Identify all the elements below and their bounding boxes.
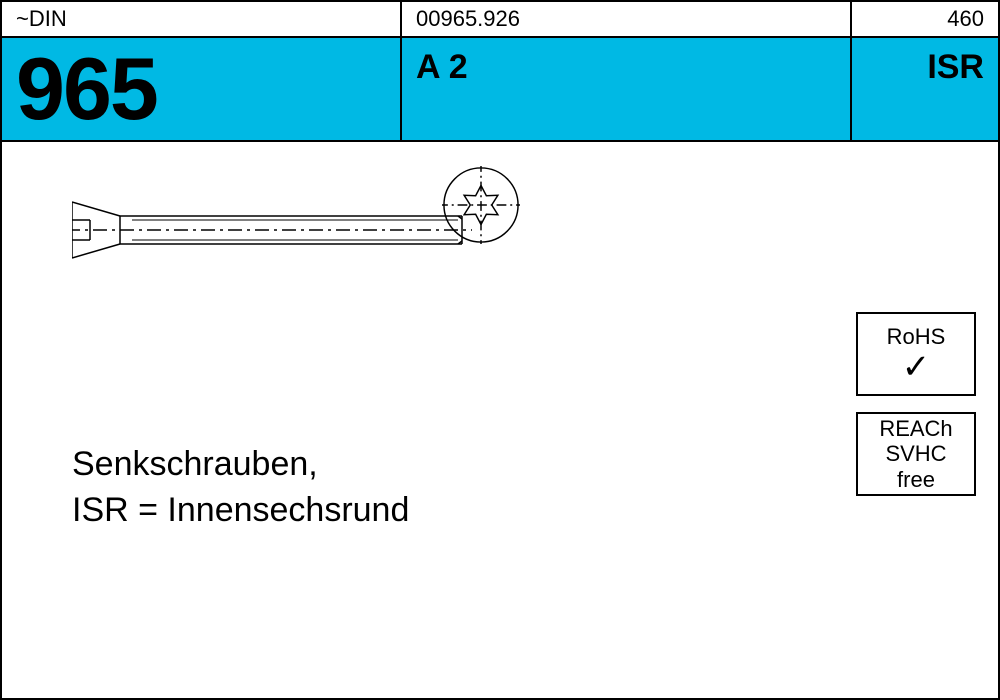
rohs-badge: RoHS ✓ <box>856 312 976 396</box>
rohs-label: RoHS <box>887 324 946 349</box>
check-icon: ✓ <box>902 350 931 384</box>
header-code: 460 <box>852 2 998 36</box>
torx-front-drawing <box>442 166 520 244</box>
reach-line1: REACh <box>879 416 952 441</box>
material-grade-text: A 2 <box>416 48 468 87</box>
description-line1: Senkschrauben, <box>72 442 409 488</box>
spec-card: ~DIN 00965.926 460 965 A 2 ISR <box>0 0 1000 700</box>
reach-line2: SVHC <box>885 441 946 466</box>
din-number-text: 965 <box>16 38 157 140</box>
reach-badge: REACh SVHC free <box>856 412 976 496</box>
drive-type: ISR <box>852 38 998 140</box>
title-band: 965 A 2 ISR <box>2 38 998 142</box>
header-code-text: 460 <box>947 6 984 32</box>
header-standard: ~DIN <box>2 2 402 36</box>
material-grade: A 2 <box>402 38 852 140</box>
description-line2: ISR = Innensechsrund <box>72 488 409 534</box>
body-region: RoHS ✓ REACh SVHC free Senkschrauben, IS… <box>2 142 998 698</box>
header-row: ~DIN 00965.926 460 <box>2 2 998 38</box>
reach-line3: free <box>897 467 935 492</box>
header-article-text: 00965.926 <box>416 6 520 32</box>
description-block: Senkschrauben, ISR = Innensechsrund <box>72 442 409 534</box>
screw-side-drawing <box>72 170 612 290</box>
drive-type-text: ISR <box>927 48 984 87</box>
header-standard-text: ~DIN <box>16 6 67 32</box>
header-article: 00965.926 <box>402 2 852 36</box>
din-number: 965 <box>2 38 402 140</box>
